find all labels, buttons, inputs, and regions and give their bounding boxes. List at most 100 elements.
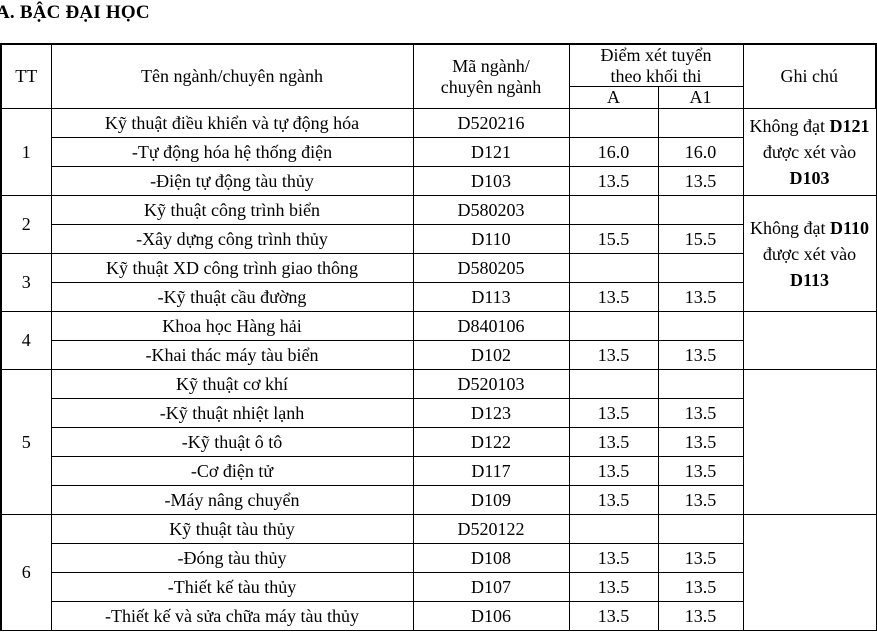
major-code: D580205 [412,253,570,284]
table-row: -Thiết kế và sửa chữa máy tàu thủy D106 13… [1,601,876,632]
score-a1: 16.0 [657,137,744,168]
header-major-code-rest: chuyên ngành [440,76,542,97]
score-a1 [657,514,744,545]
score-a1 [657,369,744,400]
sub-major-name: -Kỹ thuật ô tô [50,427,414,458]
score-a: 13.5 [568,456,659,487]
note-cell: Không đạt D121 được xét vào D103 [742,108,877,197]
score-a: 13.5 [568,340,659,371]
header-score-group-line2: theo khối thi [610,65,702,86]
major-code: D520122 [412,514,570,545]
score-a: 13.5 [568,543,659,574]
sub-major-code: D109 [412,485,570,516]
score-a: 13.5 [568,485,659,516]
major-code: D520103 [412,369,570,400]
score-a1: 13.5 [657,166,744,197]
header-score-group-line1: Điểm xét tuyển [600,45,712,65]
score-a1: 13.5 [657,485,744,516]
row-index: 4 [0,311,52,371]
header-major-name: Tên ngành/chuyên ngành [50,43,414,110]
header-block-a1: A1 [657,86,744,110]
sub-major-name: -Thiết kế tàu thủy [50,572,414,603]
score-a1 [657,195,744,226]
note-code-to: D113 [790,269,830,290]
header-major-code-bold: Mã ngành/ [452,56,530,76]
score-a: 13.5 [568,601,659,632]
sub-major-name: -Kỹ thuật cầu đường [50,282,414,313]
sub-major-code: D123 [412,398,570,429]
score-a: 15.5 [568,224,659,255]
score-a [568,369,659,400]
major-code: D840106 [412,311,570,342]
table-row: 2 Kỹ thuật công trình biển D580203 Không đạ… [0,195,877,313]
score-a [568,514,659,545]
sub-major-code: D106 [412,601,570,632]
sub-major-code: D108 [412,543,570,574]
major-code: D520216 [412,108,570,139]
sub-major-name: -Đóng tàu thủy [50,543,414,574]
page-title: A. BẬC ĐẠI HỌC [0,2,150,23]
table-row: -Kỹ thuật ô tô D122 13.5 13.5 [1,427,876,458]
sub-major-name: -Kỹ thuật nhiệt lạnh [50,398,414,429]
row-index: 1 [0,108,52,197]
sub-major-code: D113 [412,282,570,313]
sub-major-code: D117 [412,456,570,487]
header-major-name-bold: Tên ngành [141,66,218,87]
header-tt: TT [0,43,52,110]
score-a: 13.5 [568,572,659,603]
note-code-to: D103 [789,168,830,189]
major-name: Kỹ thuật cơ khí [50,369,414,400]
score-a1: 13.5 [657,340,744,371]
score-a1: 13.5 [657,282,744,313]
note-code-from: D110 [830,217,870,238]
row-index: 2 [0,195,52,255]
score-a: 16.0 [568,137,659,168]
row-index: 5 [0,369,52,516]
table-row: -Điện tự động tàu thủy D103 13.5 13.5 [1,166,876,197]
score-a: 13.5 [568,398,659,429]
major-name: Kỹ thuật tàu thủy [50,514,414,545]
score-a [568,311,659,342]
major-name: Kỹ thuật XD công trình giao thông [50,253,414,284]
score-a: 13.5 [568,427,659,458]
major-name: Kỹ thuật công trình biển [50,195,414,226]
table-row: -Cơ điện tử D117 13.5 13.5 [1,456,876,487]
row-index: 3 [0,253,52,313]
major-name: Khoa học Hàng hải [50,311,414,342]
sub-major-name: -Tự động hóa hệ thống điện [50,137,414,168]
header-major-code: Mã ngành/ chuyên ngành [412,43,570,110]
note-cell: Không đạt D110 được xét vào D113 [742,195,877,313]
sub-major-code: D103 [412,166,570,197]
score-a1: 13.5 [657,543,744,574]
score-a [568,253,659,284]
sub-major-name: -Khai thác máy tàu biển [50,340,414,371]
score-a1 [657,311,744,342]
score-a1: 13.5 [657,456,744,487]
admission-scores-table: TT Tên ngành/chuyên ngành Mã ngành/ chuy… [0,43,877,632]
score-a1: 13.5 [657,398,744,429]
sub-major-code: D121 [412,137,570,168]
score-a1: 13.5 [657,427,744,458]
sub-major-name: -Máy nâng chuyển [50,485,414,516]
score-a1 [657,253,744,284]
score-a: 13.5 [568,282,659,313]
sub-major-name: -Cơ điện tử [50,456,414,487]
major-name: Kỹ thuật điều khiển và tự động hóa [50,108,414,139]
header-note: Ghi chú [742,43,877,110]
score-a [568,108,659,139]
sub-major-code: D107 [412,572,570,603]
note-cell [742,311,877,371]
sub-major-code: D102 [412,340,570,371]
score-a: 13.5 [568,166,659,197]
table-row: 4 Khoa học Hàng hải D840106 [0,311,877,371]
row-index: 6 [0,514,52,632]
table-row: -Máy nâng chuyển D109 13.5 13.5 [1,485,876,516]
score-a1 [657,108,744,139]
table-row: 5 Kỹ thuật cơ khí D520103 [0,369,877,516]
sub-major-code: D122 [412,427,570,458]
table-row: -Khai thác máy tàu biển D102 13.5 13.5 [1,340,876,371]
table-header: TT Tên ngành/chuyên ngành Mã ngành/ chuy… [0,43,877,110]
table-row: 6 Kỹ thuật tàu thủy D520122 [0,514,877,632]
header-major-name-rest: /chuyên ngành [217,66,323,87]
